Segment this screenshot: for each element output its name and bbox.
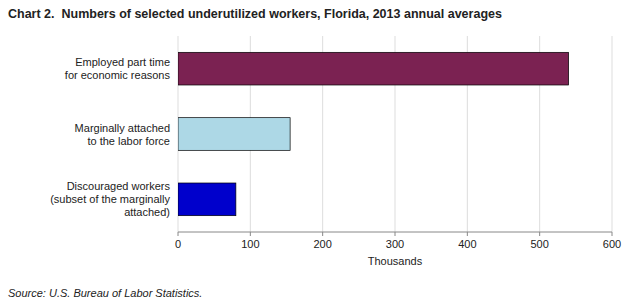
bar xyxy=(178,183,236,216)
category-label-line: Discouraged workers xyxy=(67,180,171,192)
category-label: Employed part timefor economic reasons xyxy=(65,56,171,81)
tick-mark xyxy=(612,232,613,236)
category-label-line: attached) xyxy=(124,206,170,218)
tick-label: 100 xyxy=(241,238,259,250)
tick-mark xyxy=(467,232,468,236)
category-label-line: for economic reasons xyxy=(65,69,171,81)
tick-mark xyxy=(539,232,540,236)
y-labels: Discouraged workers(subset of the margin… xyxy=(50,56,170,218)
tick-mark xyxy=(322,232,323,236)
tick-label: 200 xyxy=(313,238,331,250)
chart-svg: Chart 2. Numbers of selected underutiliz… xyxy=(0,0,638,305)
tick-label: 400 xyxy=(458,238,476,250)
tick-mark xyxy=(395,232,396,236)
grid-line xyxy=(612,36,613,232)
x-ticks: 0 100 200 300 400 500 600 xyxy=(175,232,621,250)
tick-label: 300 xyxy=(386,238,404,250)
x-axis-label: Thousands xyxy=(368,255,423,267)
bar xyxy=(178,52,569,85)
bar xyxy=(178,118,290,151)
tick-label: 600 xyxy=(603,238,621,250)
tick-label: 0 xyxy=(175,238,181,250)
tick-mark xyxy=(250,232,251,236)
category-label: Discouraged workers(subset of the margin… xyxy=(50,180,170,218)
source: Source: U.S. Bureau of Labor Statistics. xyxy=(8,287,202,299)
category-label-line: Employed part time xyxy=(75,56,170,68)
category-label-line: Marginally attached xyxy=(75,122,170,134)
x-axis-line xyxy=(178,232,612,233)
chart-container: Chart 2. Numbers of selected underutiliz… xyxy=(0,0,638,305)
title: Chart 2. Numbers of selected underutiliz… xyxy=(8,7,502,21)
grid xyxy=(178,36,612,232)
category-label-line: to the labor force xyxy=(87,135,170,147)
category-label-line: (subset of the marginally xyxy=(50,193,170,205)
bars xyxy=(178,52,569,215)
tick-label: 500 xyxy=(530,238,548,250)
tick-mark xyxy=(178,232,179,236)
category-label: Marginally attachedto the labor force xyxy=(75,122,170,147)
